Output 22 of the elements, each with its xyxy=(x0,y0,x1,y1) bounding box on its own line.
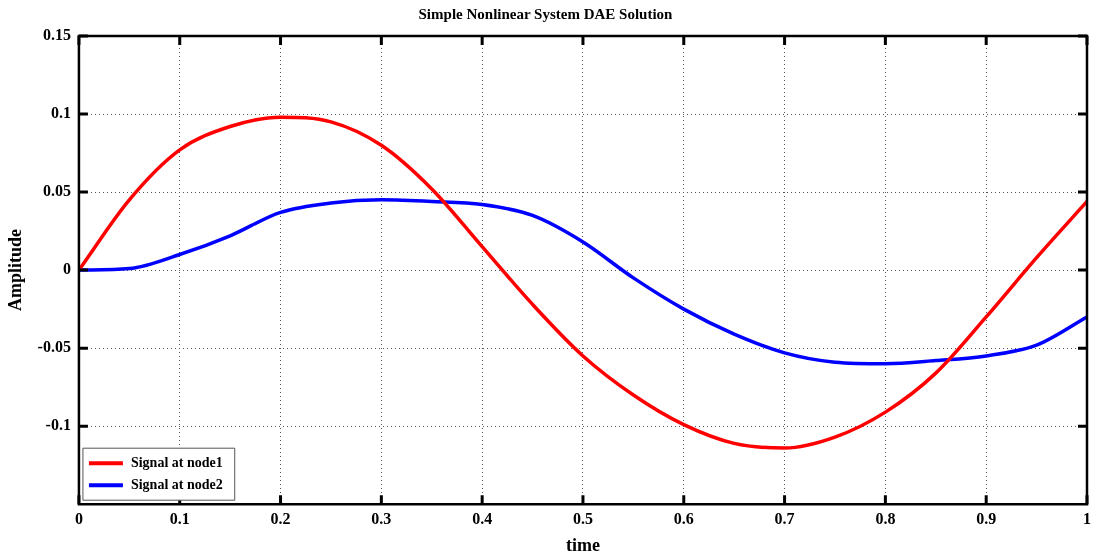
x-tick-label: 0.3 xyxy=(371,509,392,527)
x-tick-label: 0.1 xyxy=(169,509,190,527)
x-tick-label: 0.7 xyxy=(774,509,795,527)
y-tick-label: 0.05 xyxy=(42,182,71,200)
y-axis-title: Amplitude xyxy=(5,229,26,312)
x-tick-label: 0.5 xyxy=(572,509,593,527)
x-tick-label: 0.4 xyxy=(472,509,493,527)
x-tick-label: 0 xyxy=(74,509,83,527)
x-tick-label: 0.2 xyxy=(270,509,291,527)
y-tick-label: 0.1 xyxy=(50,104,71,122)
x-axis-title: time xyxy=(565,534,600,555)
x-tick-label: 0.6 xyxy=(673,509,694,527)
y-tick-label: -0.1 xyxy=(45,416,71,434)
y-tick-label: -0.05 xyxy=(37,338,71,356)
legend-label: Signal at node1 xyxy=(130,454,223,470)
x-tick-label: 0.8 xyxy=(875,509,896,527)
x-tick-label: 0.9 xyxy=(976,509,997,527)
legend-label: Signal at node2 xyxy=(130,476,223,492)
x-tick-label: 1 xyxy=(1083,509,1091,527)
chart-title: Simple Nonlinear System DAE Solution xyxy=(418,5,674,22)
y-tick-label: 0.15 xyxy=(42,26,71,44)
y-tick-label: 0 xyxy=(62,260,71,278)
